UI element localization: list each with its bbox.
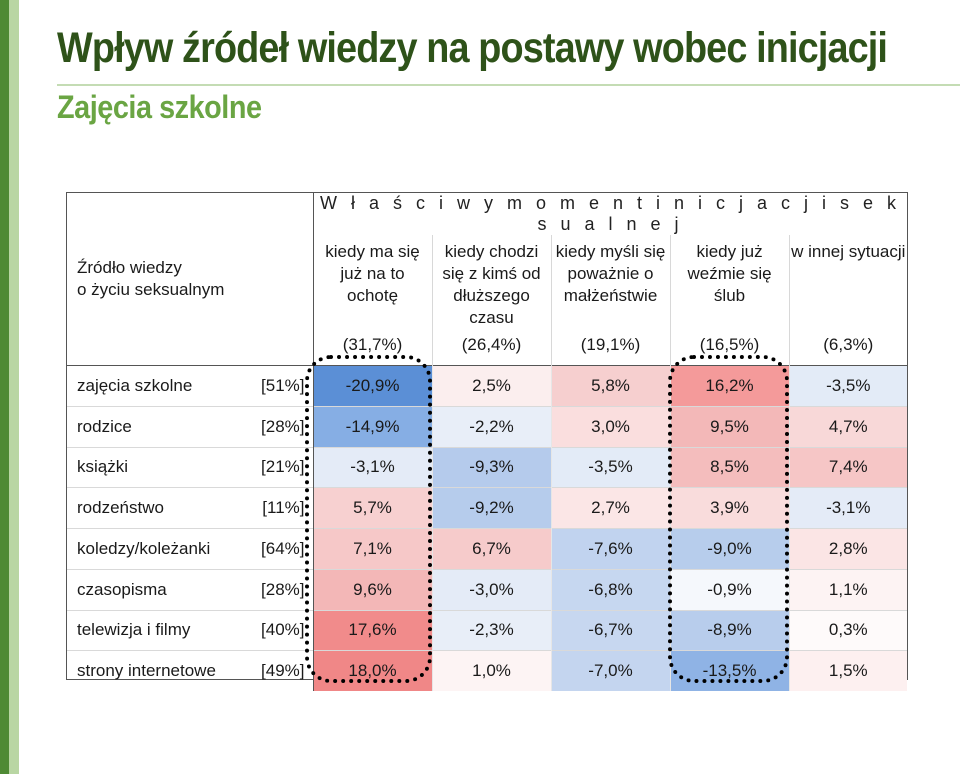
- table-cell: -3,1%: [312, 446, 433, 488]
- row-source-name: strony internetowe: [67, 650, 255, 691]
- column-header-4: kiedy już weźmie się ślub (16,5%): [669, 235, 790, 366]
- side-accent-bar-light: [9, 0, 19, 774]
- table-cell: -0,9%: [669, 568, 790, 610]
- row-source-name: koledzy/koleżanki: [67, 528, 255, 570]
- column-header-percent: (19,1%): [580, 335, 641, 354]
- column-header-label: w innej sytuacji: [791, 242, 906, 261]
- table-cell: -3,1%: [788, 487, 908, 529]
- table-cell: -14,9%: [312, 405, 433, 447]
- row-source-name: rodzice: [67, 405, 255, 447]
- table-cell: -20,9%: [312, 365, 433, 407]
- source-header: Źródło wiedzy o życiu seksualnym: [67, 193, 313, 366]
- row-source-percent: [51%]: [255, 365, 314, 407]
- column-header-percent: (6,3%): [823, 335, 874, 354]
- table-cell: -3,0%: [431, 568, 552, 610]
- correlation-table: Źródło wiedzy o życiu seksualnym W ł a ś…: [66, 192, 908, 691]
- table-row: telewizja i filmy [40%] 17,6% -2,3% -6,7% -8,…: [67, 609, 908, 651]
- table-row: koledzy/koleżanki [64%] 7,1% 6,7% -7,6% -9,0%…: [67, 528, 908, 570]
- title-divider: [57, 84, 960, 86]
- row-source-name: telewizja i filmy: [67, 609, 255, 651]
- column-header-1: kiedy ma się już na to ochotę (31,7%): [312, 235, 433, 366]
- table-cell: 9,5%: [669, 405, 790, 447]
- table-cell: 0,3%: [788, 609, 908, 651]
- table-cell: 9,6%: [312, 568, 433, 610]
- table-cell: 1,0%: [431, 650, 552, 691]
- table-row: strony internetowe [49%] 18,0% 1,0% -7,0% -13…: [67, 650, 908, 691]
- table-cell: 2,8%: [788, 528, 908, 570]
- table-cell: 2,7%: [550, 487, 671, 529]
- column-header-label: kiedy już weźmie się ślub: [687, 242, 772, 305]
- table-cell: -8,9%: [669, 609, 790, 651]
- table-cell: 3,0%: [550, 405, 671, 447]
- table-cell: 7,4%: [788, 446, 908, 488]
- table-cell: 17,6%: [312, 609, 433, 651]
- table-cell: -2,3%: [431, 609, 552, 651]
- column-header-label: kiedy chodzi się z kimś od dłuższego cza…: [442, 242, 541, 327]
- row-source-name: książki: [67, 446, 255, 488]
- table-cell: -7,6%: [550, 528, 671, 570]
- table-row: zajęcia szkolne [51%] -20,9% 2,5% 5,8% 16,2% -…: [67, 365, 908, 407]
- table-cell: -9,3%: [431, 446, 552, 488]
- table-cell: 16,2%: [669, 365, 790, 407]
- source-header-line2: o życiu seksualnym: [77, 280, 225, 299]
- column-header-percent: (16,5%): [699, 335, 760, 354]
- table-cell: 18,0%: [312, 650, 433, 691]
- table-cell: -13,5%: [669, 650, 790, 691]
- row-source-percent: [28%]: [255, 568, 314, 610]
- table-cell: 3,9%: [669, 487, 790, 529]
- moment-header: W ł a ś c i w y m o m e n t i n i c j a …: [312, 193, 908, 235]
- table-cell: -9,0%: [669, 528, 790, 570]
- column-header-percent: (31,7%): [342, 335, 403, 354]
- table-cell: 4,7%: [788, 405, 908, 447]
- row-source-percent: [49%]: [255, 650, 314, 691]
- table-cell: -3,5%: [550, 446, 671, 488]
- row-source-name: rodzeństwo: [67, 487, 255, 529]
- side-accent-bar: [0, 0, 9, 774]
- row-source-percent: [11%]: [255, 487, 314, 529]
- column-header-label: kiedy myśli się poważnie o małżeństwie: [555, 242, 666, 305]
- table-cell: -3,5%: [788, 365, 908, 407]
- table-cell: 5,7%: [312, 487, 433, 529]
- table-cell: 7,1%: [312, 528, 433, 570]
- column-header-percent: (26,4%): [461, 335, 522, 354]
- table-row: rodzice [28%] -14,9% -2,2% 3,0% 9,5% 4,7%: [67, 405, 908, 447]
- row-source-percent: [21%]: [255, 446, 314, 488]
- table-cell: -2,2%: [431, 405, 552, 447]
- row-source-name: zajęcia szkolne: [67, 365, 255, 407]
- column-header-3: kiedy myśli się poważnie o małżeństwie (1…: [550, 235, 671, 366]
- table-row: czasopisma [28%] 9,6% -3,0% -6,8% -0,9% 1,1%: [67, 568, 908, 610]
- table-row: książki [21%] -3,1% -9,3% -3,5% 8,5% 7,4%: [67, 446, 908, 488]
- table-cell: 1,5%: [788, 650, 908, 691]
- slide-title: Wpływ źródeł wiedzy na postawy wobec ini…: [57, 24, 888, 72]
- table-cell: 1,1%: [788, 568, 908, 610]
- table-cell: -9,2%: [431, 487, 552, 529]
- table-cell: -6,7%: [550, 609, 671, 651]
- row-source-percent: [40%]: [255, 609, 314, 651]
- row-source-percent: [64%]: [255, 528, 314, 570]
- source-header-line1: Źródło wiedzy: [77, 258, 182, 277]
- table-cell: 8,5%: [669, 446, 790, 488]
- table-cell: -7,0%: [550, 650, 671, 691]
- table-cell: 6,7%: [431, 528, 552, 570]
- table-cell: -6,8%: [550, 568, 671, 610]
- table-row: rodzeństwo [11%] 5,7% -9,2% 2,7% 3,9% -3,1%: [67, 487, 908, 529]
- column-header-2: kiedy chodzi się z kimś od dłuższego cza…: [431, 235, 552, 366]
- row-source-name: czasopisma: [67, 568, 255, 610]
- table-cell: 2,5%: [431, 365, 552, 407]
- slide-subtitle: Zajęcia szkolne: [57, 89, 262, 125]
- row-source-percent: [28%]: [255, 405, 314, 447]
- column-header-5: w innej sytuacji (6,3%): [788, 235, 908, 366]
- column-header-label: kiedy ma się już na to ochotę: [325, 242, 420, 305]
- table-cell: 5,8%: [550, 365, 671, 407]
